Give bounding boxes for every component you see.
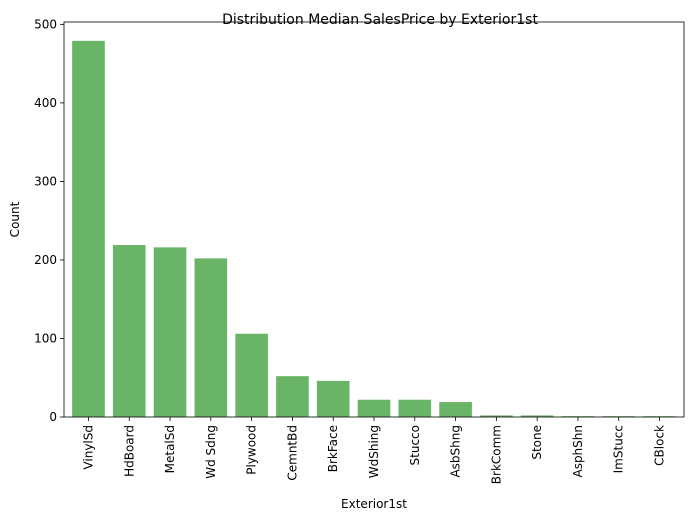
y-axis-label: Count [8, 201, 22, 237]
y-tick-label: 200 [34, 253, 57, 267]
y-axis: 0 100 200 300 400 500 [34, 17, 64, 424]
x-tick-label: AsbShng [449, 425, 463, 478]
bar-cemntbd [276, 376, 309, 417]
y-tick-label: 100 [34, 331, 57, 345]
bar-stone [520, 415, 554, 417]
bar-vinylsd [72, 40, 105, 417]
x-tick-label: ImStucc [612, 425, 626, 473]
bar-wd-sdng [194, 258, 228, 417]
x-tick-label: Plywood [245, 425, 259, 475]
x-tick-label: CBlock [653, 425, 667, 466]
bar-plywood [235, 333, 268, 417]
y-tick-label: 500 [34, 17, 57, 31]
bar-brkface [316, 380, 350, 417]
bar-brkcomm [480, 415, 513, 417]
chart-title: Distribution Median SalesPrice by Exteri… [222, 12, 538, 28]
bar-wdshing [357, 399, 391, 417]
x-tick-label: CemntBd [285, 425, 299, 481]
x-axis: VinylSd HdBoard MetalSd Wd Sdng Plywood Cemnt… [81, 417, 667, 484]
x-tick-label: BrkComm [489, 425, 503, 484]
x-tick-label: Stucco [408, 425, 422, 465]
bars-group [72, 40, 676, 417]
y-tick-label: 300 [34, 174, 57, 188]
x-tick-label: VinylSd [81, 425, 95, 470]
x-tick-label: AsphShn [571, 425, 585, 478]
bar-hdboard [112, 245, 146, 417]
bar-asbshng [439, 402, 472, 417]
y-tick-label: 0 [49, 410, 57, 424]
y-tick-label: 400 [34, 96, 57, 110]
x-tick-label: Wd Sdng [204, 425, 218, 479]
x-tick-label: WdShing [367, 425, 381, 478]
x-tick-label: BrkFace [326, 425, 340, 472]
bar-stucco [398, 399, 432, 417]
x-tick-label: HdBoard [122, 425, 136, 477]
x-tick-label: Stone [530, 425, 544, 460]
bar-metalsd [153, 247, 187, 417]
x-tick-label: MetalSd [163, 425, 177, 473]
x-axis-label: Exterior1st [341, 497, 407, 511]
